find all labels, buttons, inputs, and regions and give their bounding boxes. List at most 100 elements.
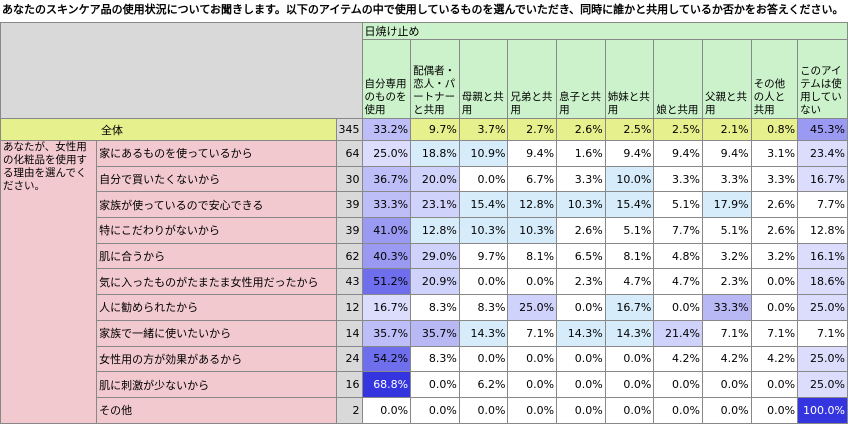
value-cell: 25.0% [797,371,848,398]
group-header: 日焼け止め [361,22,848,40]
value-cell: 29.0% [410,242,460,270]
value-cell: 33.2% [361,118,412,141]
value-cell: 8.3% [458,294,509,321]
value-cell: 3.3% [750,165,799,193]
value-cell: 0.0% [507,371,558,398]
row-label: 肌に刺激が少ないから [96,371,337,398]
column-header: 母親と共用 [458,39,509,119]
value-cell: 16.1% [797,242,848,270]
value-cell: 7.1% [797,319,848,347]
header-row-columns: 自分専用のものを使用 配偶者・恋人・パートナーと共用 母親と共用 兄弟と共用 息子と共用… [1,39,848,119]
header-row-group: 日焼け止め [0,22,848,119]
header-corner [0,22,363,119]
value-cell: 8.1% [604,242,655,270]
value-cell: 54.2% [361,345,412,373]
row-count: 2 [335,396,363,424]
row-label: 家にあるものを使っているから [96,140,337,167]
value-cell: 4.2% [653,345,703,373]
value-cell: 9.7% [410,118,460,141]
value-cell: 4.2% [701,345,752,373]
value-cell: 9.4% [653,140,703,167]
value-cell: 35.7% [361,319,412,347]
row-label: 自分で買いたくないから [96,165,337,193]
value-cell: 10.3% [458,217,509,244]
value-cell: 10.3% [507,217,558,244]
value-cell: 5.1% [653,191,703,219]
row-count: 24 [335,345,363,373]
row-label: その他 [96,396,337,424]
value-cell: 7.1% [701,319,752,347]
column-header: 配偶者・恋人・パートナーと共用 [410,39,460,119]
value-cell: 4.7% [653,268,703,296]
value-cell: 17.9% [701,191,752,219]
row-count: 62 [335,242,363,270]
page-title: あなたのスキンケア品の使用状況についてお聞きします。以下のアイテムの中で使用して… [2,3,844,16]
row-count: 43 [335,268,363,296]
value-cell: 0.0% [507,396,558,424]
value-cell: 2.6% [556,217,606,244]
table-row: 家族が使っているので安心できる 39 33.3% 23.1% 15.4% 12.8% 10.… [1,191,848,219]
value-cell: 0.0% [604,345,655,373]
row-count: 16 [335,371,363,398]
table-row: 家族で一緒に使いたいから 14 35.7% 35.7% 14.3% 7.1% 14.3% 14… [1,319,848,347]
value-cell: 4.8% [653,242,703,270]
row-count: 14 [335,319,363,347]
value-cell: 45.3% [797,118,848,141]
value-cell: 0.0% [653,294,703,321]
row-count: 12 [335,294,363,321]
value-cell: 0.0% [750,294,799,321]
value-cell: 0.0% [458,396,509,424]
value-cell: 51.2% [361,268,412,296]
value-cell: 16.7% [797,165,848,193]
table-row: 特にこだわりがないから 39 41.0% 12.8% 10.3% 10.3% 2.6% 5.1… [1,217,848,244]
value-cell: 8.3% [410,345,460,373]
value-cell: 2.3% [701,268,752,296]
value-cell: 9.7% [458,242,509,270]
row-count: 30 [335,165,363,193]
value-cell: 9.4% [507,140,558,167]
value-cell: 0.0% [750,268,799,296]
value-cell: 0.0% [458,165,509,193]
column-header: 自分専用のものを使用 [361,39,412,119]
value-cell: 0.0% [410,396,460,424]
value-cell: 40.3% [361,242,412,270]
row-label: 特にこだわりがないから [96,217,337,244]
value-cell: 3.2% [750,242,799,270]
value-cell: 0.0% [361,396,412,424]
value-cell: 10.9% [458,140,509,167]
row-label: 女性用の方が効果があるから [96,345,337,373]
value-cell: 9.4% [604,140,655,167]
value-cell: 0.0% [604,371,655,398]
crosstab-table: 日焼け止め 自分専用のものを使用 配偶者・恋人・パートナーと共用 母親と共用 兄弟と共用… [0,22,848,424]
value-cell: 3.2% [701,242,752,270]
value-cell: 18.8% [410,140,460,167]
value-cell: 15.4% [458,191,509,219]
value-cell: 16.7% [604,294,655,321]
table-row: 気に入ったものがたまたま女性用だったから 43 51.2% 20.9% 0.0% 0.0%… [1,268,848,296]
table-row: その他 2 0.0% 0.0% 0.0% 0.0% 0.0% 0.0% 0.0% 0.0% 0.0%… [1,396,848,424]
value-cell: 2.1% [701,118,752,141]
value-cell: 0.0% [653,371,703,398]
value-cell: 0.0% [556,371,606,398]
value-cell: 41.0% [361,217,412,244]
value-cell: 5.1% [604,217,655,244]
column-header: その他の人と共用 [750,39,799,119]
column-header: このアイテムは使用していない [797,39,848,119]
value-cell: 20.0% [410,165,460,193]
value-cell: 18.6% [797,268,848,296]
row-count: 345 [335,118,363,141]
value-cell: 4.2% [750,345,799,373]
row-label: 気に入ったものがたまたま女性用だったから [96,268,337,296]
side-question-label: あなたが、女性用の化粧品を使用する理由を選んでください。 [0,140,98,424]
value-cell: 25.0% [361,140,412,167]
total-label: 全体 [0,118,337,141]
value-cell: 3.7% [458,118,509,141]
table-row: 肌に刺激が少ないから 16 68.8% 0.0% 6.2% 0.0% 0.0% 0.0% 0.0… [1,371,848,398]
row-label: 人に勧められたから [96,294,337,321]
value-cell: 100.0% [797,396,848,424]
value-cell: 0.0% [701,371,752,398]
total-row: 全体 345 33.2% 9.7% 3.7% 2.7% 2.6% 2.5% 2.5% 2.1% 0.… [0,118,848,141]
value-cell: 0.0% [507,268,558,296]
value-cell: 2.6% [556,118,606,141]
value-cell: 12.8% [410,217,460,244]
